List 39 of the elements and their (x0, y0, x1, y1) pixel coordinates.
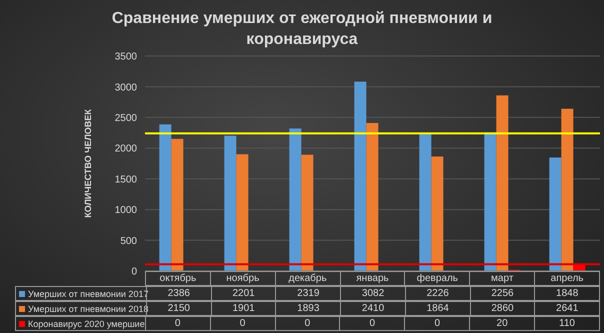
data-label: 0 (404, 317, 470, 330)
data-label: 110 (534, 317, 599, 330)
data-label: 20 (469, 317, 534, 330)
x-tick-label: декабрь (274, 272, 340, 285)
y-tick-label: 2500 (114, 112, 138, 124)
y-tick-label: 3000 (114, 82, 138, 94)
data-label: 2386 (168, 288, 190, 299)
y-tick-label: 1000 (114, 205, 138, 216)
y-tick-label: 1500 (114, 174, 138, 186)
data-label: 2226 (404, 287, 470, 300)
data-label: 2319 (275, 287, 340, 300)
x-tick-label: ноябрь (210, 272, 275, 285)
data-label: 0 (274, 317, 340, 330)
data-label: 0 (339, 317, 404, 330)
x-tick-label: февраль (404, 272, 470, 285)
data-label: 2256 (470, 287, 534, 300)
chart-title: Сравнение умерших от ежегодной пневмонии и коронавируса (110, 9, 494, 50)
y-tick-label: 3500 (114, 52, 138, 63)
y-tick-label: 500 (120, 236, 138, 247)
y-axis-title: КОЛИЧЕСТВО ЧЕЛОВЕК (83, 108, 94, 218)
legend-label: Коронавирус 2020 умершие (28, 318, 145, 328)
x-tick-label: январь (340, 272, 404, 285)
data-label: 1893 (275, 302, 340, 315)
data-label: 2201 (210, 287, 276, 300)
x-tick-label: март (469, 272, 534, 285)
data-label: 2860 (470, 302, 534, 315)
data-label: 2641 (534, 302, 600, 315)
data-label: 0 (144, 317, 210, 330)
y-tick-label: 0 (131, 266, 138, 278)
x-tick-label: октябрь (158, 272, 198, 285)
data-label: 0 (210, 317, 274, 330)
y-tick-label: 2000 (114, 144, 138, 155)
data-label: 2150 (168, 303, 190, 314)
data-label: 2410 (340, 302, 405, 315)
x-tick-label: апрель (534, 272, 600, 285)
data-label: 1901 (210, 302, 276, 315)
data-label: 1864 (404, 302, 470, 315)
data-label: 1848 (534, 287, 600, 300)
data-label: 3082 (340, 287, 405, 300)
